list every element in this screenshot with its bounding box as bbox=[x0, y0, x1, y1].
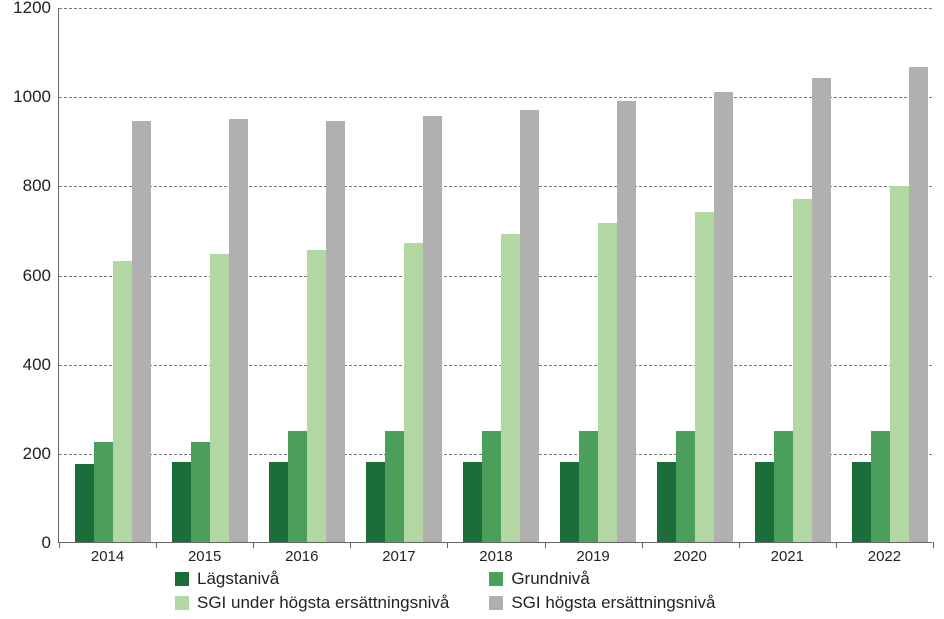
bar-group: 2022 bbox=[836, 7, 933, 542]
bar-lagstaniva bbox=[755, 462, 774, 542]
legend-label: Grundnivå bbox=[511, 569, 589, 589]
bar-grundniva bbox=[579, 431, 598, 542]
bar-sgi_hogsta bbox=[423, 116, 442, 542]
legend-label: SGI under högsta ersättningsnivå bbox=[197, 593, 449, 613]
x-tick-mark bbox=[933, 542, 934, 548]
legend-item-sgi_under: SGI under högsta ersättningsnivå bbox=[175, 593, 449, 613]
bar-group: 2016 bbox=[253, 7, 350, 542]
x-tick-label: 2015 bbox=[188, 542, 221, 565]
x-tick-label: 2017 bbox=[382, 542, 415, 565]
x-tick-label: 2016 bbox=[285, 542, 318, 565]
bar-sgi_under bbox=[695, 212, 714, 542]
bar-lagstaniva bbox=[852, 462, 871, 542]
legend-swatch bbox=[489, 596, 503, 610]
legend-label: SGI högsta ersättningsnivå bbox=[511, 593, 715, 613]
x-tick-label: 2020 bbox=[674, 542, 707, 565]
bar-grundniva bbox=[191, 442, 210, 542]
bar-lagstaniva bbox=[560, 462, 579, 542]
legend: Lägstanivå Grundnivå SGI under högsta ersä… bbox=[175, 569, 764, 613]
legend-swatch bbox=[175, 596, 189, 610]
legend-item-lagstaniva: Lägstanivå bbox=[175, 569, 449, 589]
bar-group: 2020 bbox=[642, 7, 739, 542]
legend-swatch bbox=[175, 572, 189, 586]
bar-group: 2019 bbox=[545, 7, 642, 542]
y-tick-label: 400 bbox=[23, 355, 59, 375]
x-tick-mark bbox=[447, 542, 448, 548]
bar-sgi_hogsta bbox=[132, 121, 151, 542]
y-tick-label: 1200 bbox=[13, 0, 59, 18]
bar-sgi_under bbox=[793, 199, 812, 542]
bar-lagstaniva bbox=[366, 462, 385, 542]
bar-sgi_under bbox=[307, 250, 326, 542]
bar-grundniva bbox=[385, 431, 404, 542]
bar-sgi_hogsta bbox=[229, 119, 248, 542]
bar-group: 2014 bbox=[59, 7, 156, 542]
bar-lagstaniva bbox=[463, 462, 482, 542]
y-tick-label: 600 bbox=[23, 266, 59, 286]
bar-sgi_under bbox=[598, 223, 617, 542]
y-tick-label: 800 bbox=[23, 176, 59, 196]
x-tick-mark bbox=[350, 542, 351, 548]
bar-sgi_hogsta bbox=[326, 121, 345, 542]
x-tick-mark bbox=[156, 542, 157, 548]
bar-group: 2017 bbox=[350, 7, 447, 542]
bar-sgi_under bbox=[501, 234, 520, 542]
bar-sgi_under bbox=[890, 186, 909, 542]
bar-sgi_under bbox=[404, 243, 423, 542]
bar-sgi_hogsta bbox=[520, 110, 539, 542]
bar-group: 2018 bbox=[447, 7, 544, 542]
plot-area: 0200400600800100012002014201520162017201… bbox=[58, 8, 932, 543]
bar-grundniva bbox=[774, 431, 793, 542]
x-tick-label: 2021 bbox=[771, 542, 804, 565]
x-tick-mark bbox=[836, 542, 837, 548]
y-tick-label: 1000 bbox=[13, 87, 59, 107]
bar-sgi_hogsta bbox=[909, 67, 928, 542]
bar-grundniva bbox=[871, 431, 890, 542]
bar-group: 2021 bbox=[739, 7, 836, 542]
bar-sgi_hogsta bbox=[617, 101, 636, 542]
bar-group: 2015 bbox=[156, 7, 253, 542]
y-tick-label: 200 bbox=[23, 444, 59, 464]
legend-item-grundniva: Grundnivå bbox=[489, 569, 763, 589]
bar-lagstaniva bbox=[657, 462, 676, 542]
bar-lagstaniva bbox=[75, 464, 94, 542]
x-tick-label: 2019 bbox=[576, 542, 609, 565]
bar-chart: 0200400600800100012002014201520162017201… bbox=[0, 0, 944, 619]
y-tick-label: 0 bbox=[42, 533, 59, 553]
x-tick-mark bbox=[545, 542, 546, 548]
legend-item-sgi_hogsta: SGI högsta ersättningsnivå bbox=[489, 593, 763, 613]
x-tick-label: 2022 bbox=[868, 542, 901, 565]
x-tick-mark bbox=[59, 542, 60, 548]
bar-grundniva bbox=[288, 431, 307, 542]
x-tick-mark bbox=[253, 542, 254, 548]
bar-lagstaniva bbox=[172, 462, 191, 542]
legend-swatch bbox=[489, 572, 503, 586]
bar-sgi_under bbox=[210, 254, 229, 542]
x-tick-mark bbox=[642, 542, 643, 548]
legend-label: Lägstanivå bbox=[197, 569, 279, 589]
bar-grundniva bbox=[482, 431, 501, 542]
bar-lagstaniva bbox=[269, 462, 288, 542]
x-tick-label: 2014 bbox=[91, 542, 124, 565]
x-tick-label: 2018 bbox=[479, 542, 512, 565]
bar-grundniva bbox=[94, 442, 113, 542]
bar-sgi_hogsta bbox=[714, 92, 733, 542]
bar-grundniva bbox=[676, 431, 695, 542]
bar-sgi_hogsta bbox=[812, 78, 831, 542]
bar-sgi_under bbox=[113, 261, 132, 542]
x-tick-mark bbox=[739, 542, 740, 548]
